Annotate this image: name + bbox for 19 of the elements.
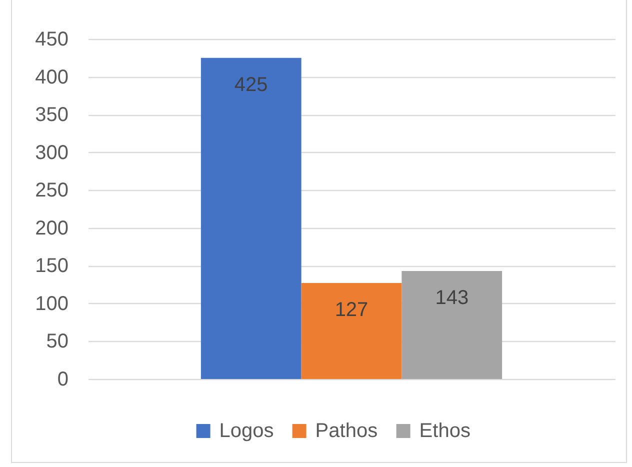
y-tick-label: 200 [35, 217, 68, 240]
y-tick-label: 0 [57, 368, 68, 390]
y-tick-label: 150 [35, 255, 68, 278]
y-tick-label: 250 [35, 180, 68, 202]
data-label: 127 [334, 299, 368, 322]
y-tick-label: 50 [46, 330, 68, 353]
bar [200, 58, 302, 379]
bar [301, 283, 402, 379]
legend-label: Pathos [315, 420, 378, 442]
y-tick-label: 300 [35, 142, 68, 164]
legend-label: Logos [219, 420, 274, 442]
y-tick-label: 350 [35, 104, 68, 126]
y-tick-label: 100 [35, 292, 68, 315]
data-label: 143 [435, 286, 469, 309]
bar [402, 270, 502, 379]
legend-label: Ethos [419, 420, 470, 442]
y-tick-label: 400 [35, 66, 68, 88]
data-label: 425 [234, 74, 268, 96]
y-tick-label: 450 [35, 28, 68, 50]
